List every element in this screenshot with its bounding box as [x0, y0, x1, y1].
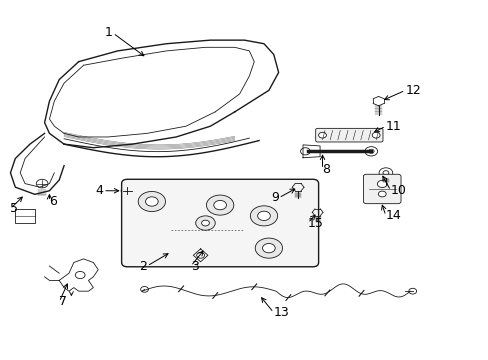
Circle shape — [378, 168, 392, 178]
Circle shape — [371, 132, 379, 138]
Text: 3: 3 — [190, 260, 198, 273]
Circle shape — [367, 149, 373, 153]
Circle shape — [145, 197, 158, 206]
Text: 7: 7 — [59, 296, 67, 309]
Circle shape — [195, 216, 215, 230]
Circle shape — [378, 191, 386, 197]
Text: 13: 13 — [273, 306, 289, 319]
Circle shape — [257, 211, 270, 221]
Text: 1: 1 — [105, 27, 113, 40]
Circle shape — [300, 148, 310, 155]
Circle shape — [255, 238, 282, 258]
FancyBboxPatch shape — [315, 129, 382, 142]
Circle shape — [75, 271, 85, 279]
Text: 8: 8 — [322, 163, 330, 176]
Circle shape — [377, 180, 386, 188]
Text: 14: 14 — [385, 210, 401, 222]
Circle shape — [250, 206, 277, 226]
Circle shape — [141, 287, 148, 292]
Text: 15: 15 — [307, 216, 323, 230]
Text: 5: 5 — [10, 202, 19, 215]
Text: 4: 4 — [95, 184, 103, 197]
Text: 10: 10 — [390, 184, 406, 197]
Circle shape — [213, 201, 226, 210]
Circle shape — [121, 186, 134, 195]
Text: 12: 12 — [405, 84, 420, 97]
Text: 2: 2 — [139, 260, 147, 273]
Text: 11: 11 — [385, 120, 401, 133]
Circle shape — [206, 195, 233, 215]
Circle shape — [408, 288, 416, 294]
Circle shape — [262, 243, 275, 253]
Circle shape — [196, 252, 204, 258]
Circle shape — [201, 220, 209, 226]
Text: 6: 6 — [49, 195, 57, 208]
Circle shape — [36, 179, 48, 188]
Circle shape — [364, 147, 377, 156]
FancyBboxPatch shape — [363, 174, 400, 204]
Circle shape — [318, 132, 326, 138]
FancyBboxPatch shape — [121, 186, 134, 195]
Text: 9: 9 — [270, 192, 278, 204]
Circle shape — [138, 192, 165, 212]
FancyBboxPatch shape — [122, 179, 318, 267]
